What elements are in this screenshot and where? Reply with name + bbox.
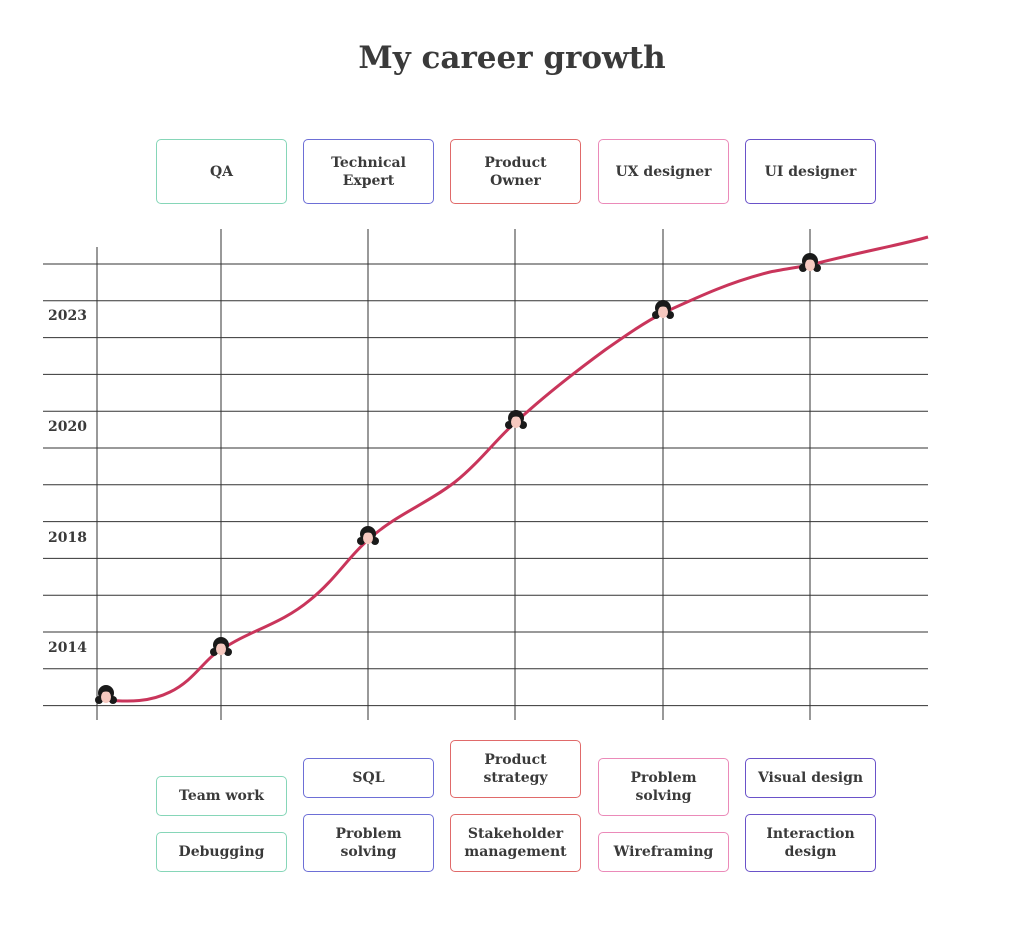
label-line: Problem	[335, 826, 402, 842]
label-line: Wireframing	[613, 844, 714, 860]
role-box: QA	[156, 139, 287, 204]
skill-box: Stakeholder management	[450, 814, 581, 872]
label-line: QA	[209, 163, 234, 180]
label-line: Owner	[490, 172, 541, 189]
label-line: SQL	[352, 770, 385, 786]
year-label: 2020	[48, 419, 87, 435]
role-box: Product Owner	[450, 139, 581, 204]
label-line: Technical	[331, 154, 406, 171]
title: My career growth	[358, 40, 666, 76]
career-curve	[104, 235, 929, 703]
label-line: Interaction	[766, 826, 855, 842]
skill-box: Interaction design	[745, 814, 876, 872]
skill-box: Wireframing	[598, 832, 729, 872]
role-box: Technical Expert	[303, 139, 434, 204]
label-line: solving	[340, 844, 397, 860]
grid	[43, 229, 928, 720]
skill-box: Team work	[156, 776, 287, 816]
label-line: UI designer	[764, 163, 857, 180]
label-line: management	[464, 844, 567, 860]
label-line: strategy	[483, 770, 548, 786]
year-label: 2023	[48, 308, 87, 324]
role-box: UI designer	[745, 139, 876, 204]
label-line: UX designer	[615, 163, 712, 180]
label-line: Product	[484, 752, 547, 768]
label-line: Product	[484, 154, 547, 171]
label-line: Visual design	[757, 770, 864, 786]
year-label: 2014	[48, 640, 87, 656]
label-line: Problem	[630, 770, 697, 786]
label-line: Debugging	[178, 844, 265, 860]
year-label: 2018	[48, 530, 87, 546]
label-line: Team work	[179, 788, 264, 804]
role-box: UX designer	[598, 139, 729, 204]
label-line: design	[784, 844, 837, 860]
skill-box: Visual design	[745, 758, 876, 798]
skill-box: Problem solving	[598, 758, 729, 816]
skill-box: Product strategy	[450, 740, 581, 798]
label-line: Stakeholder	[467, 826, 564, 842]
label-line: solving	[635, 788, 692, 804]
skill-box: SQL	[303, 758, 434, 798]
label-line: Expert	[342, 172, 395, 189]
skill-box: Debugging	[156, 832, 287, 872]
skill-box: Problem solving	[303, 814, 434, 872]
